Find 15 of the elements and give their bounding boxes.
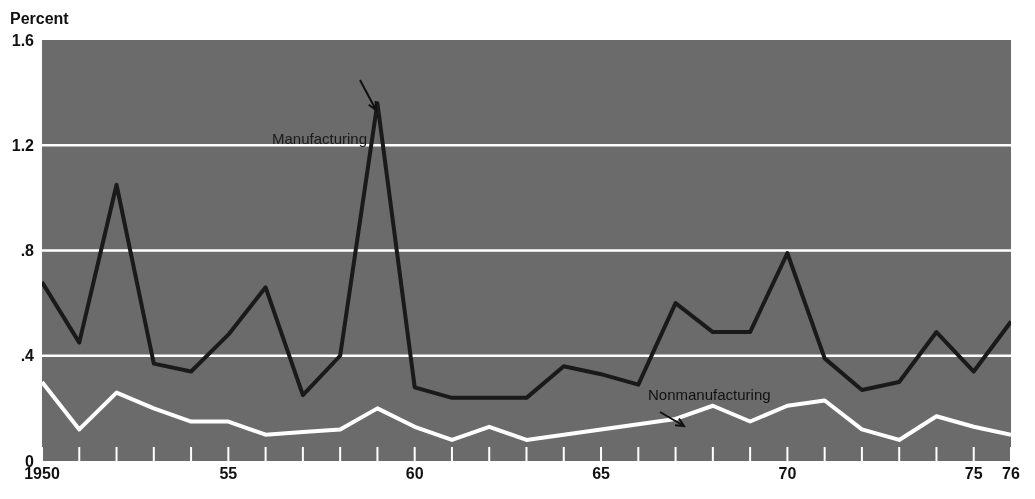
y-axis-title: Percent	[10, 10, 69, 28]
x-tick-label: 55	[219, 465, 238, 482]
y-tick-label: 1.6	[11, 31, 35, 49]
x-tick-label: 60	[405, 465, 424, 482]
x-tick-label: 70	[778, 465, 797, 482]
y-tick-label: .8	[20, 242, 35, 260]
x-tick-label: 1950	[24, 465, 60, 482]
x-tick-label: 75	[964, 465, 983, 482]
line-series	[42, 380, 1011, 442]
y-tick-label: 1.2	[11, 136, 35, 154]
x-tick-label: 76	[1002, 465, 1020, 482]
x-tick-label: 65	[592, 465, 611, 482]
series-label: Nonmanufacturing	[648, 386, 771, 403]
y-tick-label: .4	[20, 347, 35, 365]
series-label: Manufacturing	[272, 130, 368, 147]
